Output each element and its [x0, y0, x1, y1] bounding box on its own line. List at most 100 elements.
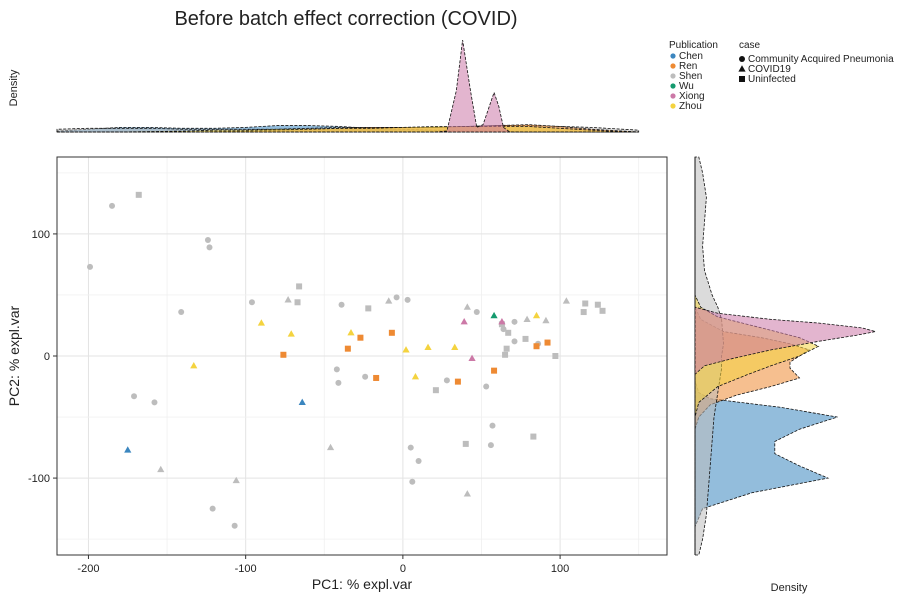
- data-point-wu: [490, 311, 498, 319]
- data-point-shen: [135, 191, 142, 198]
- data-point-shen: [409, 478, 416, 485]
- data-point-ren: [344, 345, 351, 352]
- data-point-shen: [562, 297, 570, 304]
- top-density-curves: [56, 39, 640, 133]
- data-point-shen: [503, 345, 510, 352]
- x-axis-ticks: -200 -100 0 100: [77, 555, 569, 575]
- data-point-shen: [385, 297, 393, 304]
- data-point-zhou: [347, 329, 355, 336]
- legend-key-ren: [670, 63, 676, 69]
- data-point-ren: [388, 329, 395, 336]
- grid-lines: [57, 157, 667, 555]
- data-point-shen: [443, 377, 450, 384]
- data-point-shen: [580, 309, 587, 316]
- data-points: [87, 191, 606, 529]
- right-density-curves: [694, 156, 876, 556]
- data-point-shen: [522, 335, 529, 342]
- data-point-shen: [157, 465, 165, 473]
- data-point-xiong: [468, 354, 476, 362]
- data-point-shen: [131, 393, 138, 400]
- y-axis-label: PC2: % expl.var: [6, 305, 22, 406]
- data-point-shen: [209, 505, 216, 512]
- data-point-xiong: [498, 318, 506, 325]
- legend-key-chen: [670, 53, 676, 59]
- legend-case-title: case: [739, 40, 761, 51]
- data-point-zhou: [190, 361, 198, 369]
- legend-label-xiong: Xiong: [679, 91, 705, 102]
- x-tick-label: 100: [551, 563, 569, 575]
- data-point-ren: [454, 378, 461, 385]
- legend-label-square: Uninfected: [748, 74, 796, 85]
- data-point-shen: [248, 299, 255, 306]
- legend-case-items: Community Acquired PneumoniaCOVID19Uninf…: [738, 54, 894, 85]
- data-point-xiong: [460, 318, 468, 325]
- legend-publication-title: Publication: [669, 40, 718, 51]
- data-point-shen: [511, 318, 518, 325]
- legend-key-circle: [739, 56, 745, 62]
- data-point-zhou: [402, 346, 410, 353]
- data-point-shen: [487, 442, 494, 449]
- right-density-panel: Density: [694, 156, 876, 594]
- right-density-zhou: [694, 157, 820, 555]
- data-point-shen: [552, 353, 559, 359]
- data-point-ren: [357, 334, 364, 341]
- data-point-shen: [404, 296, 411, 303]
- data-point-shen: [294, 299, 301, 306]
- data-point-shen: [178, 309, 185, 316]
- chart-title: Before batch effect correction (COVID): [174, 8, 517, 30]
- data-point-shen: [542, 316, 550, 324]
- data-point-shen: [151, 399, 158, 406]
- data-point-shen: [109, 202, 116, 209]
- data-point-chen: [124, 446, 132, 453]
- y-tick-label: -100: [28, 473, 50, 485]
- data-point-shen: [523, 315, 531, 322]
- data-point-zhou: [287, 330, 295, 337]
- data-point-shen: [326, 443, 335, 451]
- legend-key-shen: [670, 73, 676, 79]
- legend-label-chen: Chen: [679, 51, 703, 62]
- data-point-shen: [87, 263, 94, 270]
- data-point-zhou: [257, 319, 265, 326]
- data-point-shen: [393, 294, 400, 301]
- data-point-shen: [505, 329, 512, 336]
- data-point-shen: [500, 326, 507, 333]
- legend-label-wu: Wu: [679, 81, 694, 92]
- data-point-shen: [365, 305, 372, 312]
- x-tick-label: -200: [77, 563, 99, 575]
- data-point-shen: [599, 307, 606, 314]
- data-point-shen: [232, 476, 240, 484]
- data-point-shen: [530, 433, 537, 440]
- data-point-shen: [407, 444, 414, 451]
- data-point-shen: [473, 309, 480, 316]
- data-point-shen: [462, 440, 469, 447]
- x-tick-label: 0: [400, 563, 406, 575]
- data-point-shen: [511, 338, 518, 345]
- data-point-zhou: [411, 372, 420, 380]
- data-point-shen: [335, 379, 342, 386]
- legend-key-xiong: [670, 93, 676, 99]
- data-point-shen: [338, 301, 345, 308]
- data-point-shen: [206, 244, 213, 251]
- data-point-zhou: [424, 343, 432, 351]
- data-point-ren: [280, 351, 287, 358]
- data-point-shen: [502, 351, 509, 358]
- data-point-shen: [582, 300, 589, 307]
- y-tick-label: 0: [44, 351, 50, 363]
- legend-label-ren: Ren: [679, 61, 697, 72]
- data-point-shen: [204, 237, 211, 244]
- data-point-ren: [491, 367, 498, 374]
- data-point-shen: [463, 490, 471, 497]
- data-point-shen: [415, 457, 422, 464]
- y-tick-label: 100: [32, 229, 50, 241]
- legend-key-zhou: [670, 103, 676, 109]
- data-point-shen: [284, 296, 292, 303]
- legend-label-triangle: COVID19: [748, 64, 791, 75]
- top-density-xiong: [57, 39, 639, 133]
- data-point-ren: [544, 339, 551, 346]
- data-point-shen: [483, 383, 490, 390]
- right-density-x-label: Density: [771, 582, 808, 594]
- data-point-shen: [463, 303, 471, 310]
